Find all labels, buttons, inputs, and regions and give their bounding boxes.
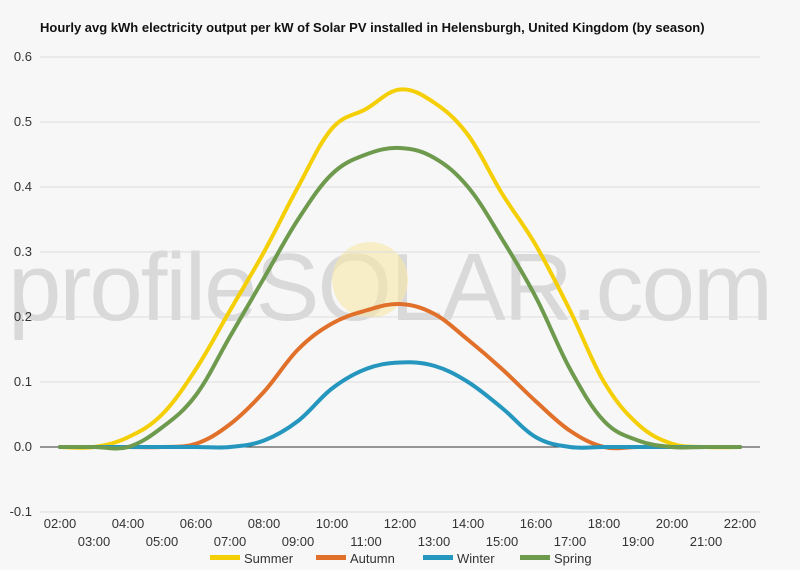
x-tick-label: 02:00 xyxy=(44,516,77,531)
x-tick-label: 08:00 xyxy=(248,516,281,531)
x-tick-label: 20:00 xyxy=(656,516,689,531)
legend: Summer Autumn Winter Spring xyxy=(210,551,592,566)
y-tick-label: 0.5 xyxy=(14,114,32,129)
x-tick-label: 06:00 xyxy=(180,516,213,531)
series-line-spring xyxy=(58,145,742,451)
x-tick-label: 17:00 xyxy=(554,534,587,549)
x-tick-label: 21:00 xyxy=(690,534,723,549)
y-tick-label: 0.4 xyxy=(14,179,32,194)
lines-layer xyxy=(58,87,742,451)
x-tick-label: 10:00 xyxy=(316,516,349,531)
x-tick-label: 12:00 xyxy=(384,516,417,531)
x-tick-label: 03:00 xyxy=(78,534,111,549)
y-tick-label: 0.1 xyxy=(14,374,32,389)
x-tick-label: 22:00 xyxy=(724,516,757,531)
legend-swatch-spring xyxy=(520,555,550,560)
y-tick-label: 0.0 xyxy=(14,439,32,454)
legend-label-summer: Summer xyxy=(244,551,294,566)
x-tick-label: 19:00 xyxy=(622,534,655,549)
series-line-summer xyxy=(58,87,742,450)
x-tick-label: 18:00 xyxy=(588,516,621,531)
x-tick-label: 16:00 xyxy=(520,516,553,531)
x-axis-ticks: 02:0003:0004:0005:0006:0007:0008:0009:00… xyxy=(44,516,757,549)
x-tick-label: 15:00 xyxy=(486,534,519,549)
y-tick-label: 0.2 xyxy=(14,309,32,324)
y-tick-label: -0.1 xyxy=(10,504,32,519)
legend-label-spring: Spring xyxy=(554,551,592,566)
x-tick-label: 13:00 xyxy=(418,534,451,549)
legend-swatch-winter xyxy=(423,555,453,560)
x-tick-label: 07:00 xyxy=(214,534,247,549)
y-axis-ticks: 0.6 0.5 0.4 0.3 0.2 0.1 0.0 -0.1 xyxy=(10,49,32,519)
y-tick-label: 0.6 xyxy=(14,49,32,64)
x-tick-label: 11:00 xyxy=(350,534,382,549)
watermark-sun-icon xyxy=(332,242,408,318)
x-tick-label: 09:00 xyxy=(282,534,315,549)
legend-label-winter: Winter xyxy=(457,551,495,566)
x-tick-label: 04:00 xyxy=(112,516,145,531)
x-tick-label: 05:00 xyxy=(146,534,179,549)
legend-swatch-summer xyxy=(210,555,240,560)
legend-label-autumn: Autumn xyxy=(350,551,395,566)
legend-swatch-autumn xyxy=(316,555,346,560)
y-tick-label: 0.3 xyxy=(14,244,32,259)
grid-layer xyxy=(40,56,760,513)
series-line-winter xyxy=(58,360,742,450)
x-tick-label: 14:00 xyxy=(452,516,485,531)
chart-title: Hourly avg kWh electricity output per kW… xyxy=(40,20,705,35)
